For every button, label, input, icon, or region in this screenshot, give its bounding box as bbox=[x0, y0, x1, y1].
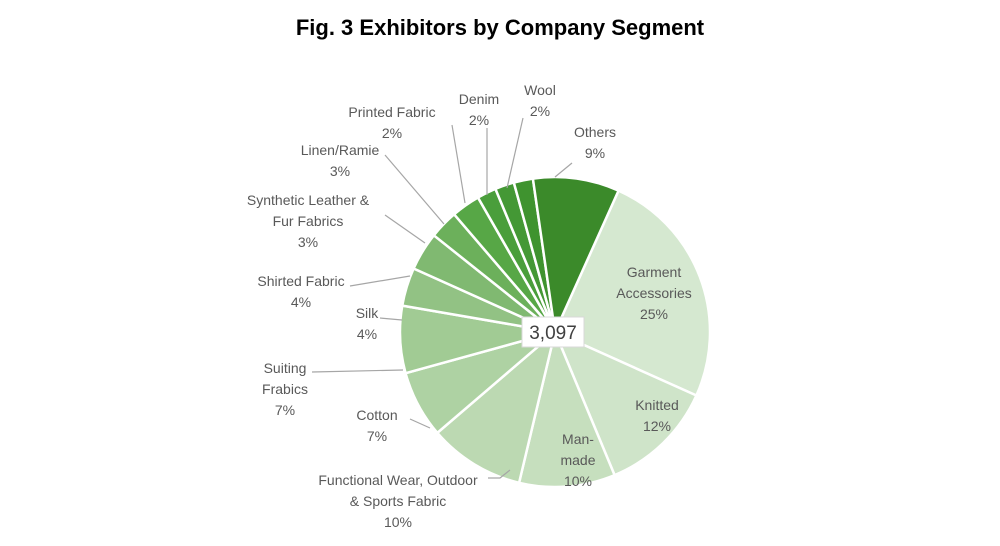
slice-label: Knitted 12% bbox=[635, 397, 679, 434]
slice-label: Silk 4% bbox=[356, 305, 380, 342]
leader-line bbox=[384, 214, 426, 244]
slice-label: Shirted Fabric 4% bbox=[257, 273, 344, 310]
slice-label: Garment Accessories 25% bbox=[616, 264, 691, 322]
pie-slice bbox=[553, 188, 712, 398]
slice-label: Linen/Ramie 3% bbox=[301, 142, 380, 179]
slice-label: Functional Wear, Outdoor & Sports Fabric 1… bbox=[318, 472, 478, 530]
leader-line bbox=[311, 369, 404, 373]
slice-label: Others 9% bbox=[574, 124, 616, 161]
slice-label: Wool 2% bbox=[524, 82, 556, 119]
leader-line bbox=[506, 117, 524, 189]
leader-line bbox=[384, 154, 445, 225]
leader-line bbox=[488, 469, 511, 479]
leader-line bbox=[379, 317, 403, 321]
pie-slice bbox=[517, 327, 617, 489]
pie-slice bbox=[435, 328, 558, 485]
slice-label: Cotton 7% bbox=[356, 407, 397, 444]
slice-label: Synthetic Leather & Fur Fabrics 3% bbox=[247, 192, 370, 250]
pie-slice bbox=[531, 175, 621, 337]
slice-label: Printed Fabric 2% bbox=[348, 104, 435, 141]
leader-line bbox=[409, 418, 431, 429]
center-label-box bbox=[521, 316, 585, 348]
slice-label: Suiting Frabics 7% bbox=[262, 360, 308, 418]
center-total-label: 3,097 bbox=[529, 323, 577, 344]
pie-slice bbox=[552, 329, 699, 477]
leader-line bbox=[451, 124, 466, 204]
leader-line bbox=[349, 275, 411, 287]
slice-label: Denim 2% bbox=[459, 91, 499, 128]
slice-label: Man-made 10% bbox=[560, 431, 595, 489]
chart-title: Fig. 3 Exhibitors by Company Segment bbox=[295, 15, 705, 40]
leader-line bbox=[554, 162, 573, 178]
